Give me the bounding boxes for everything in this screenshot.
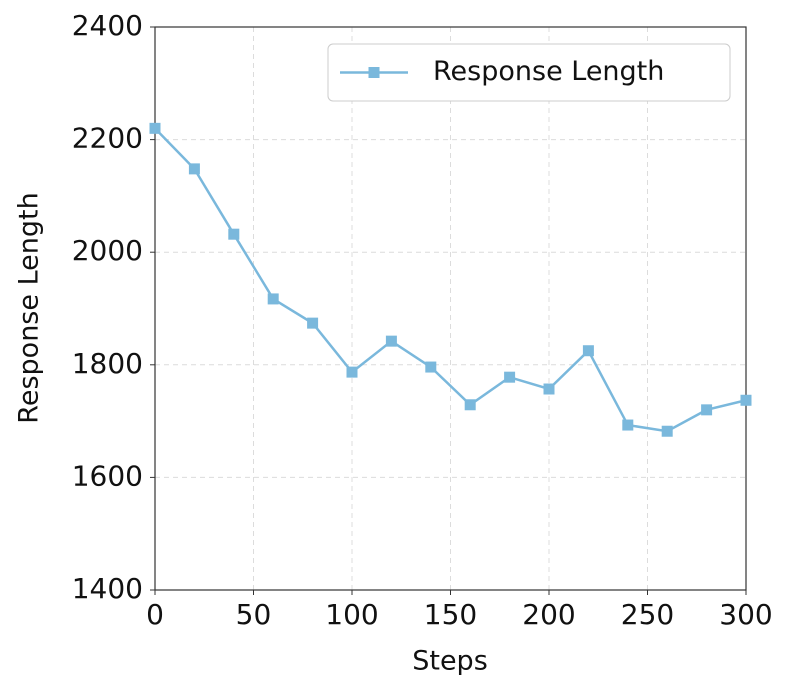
legend: Response Length bbox=[327, 43, 731, 102]
data-point bbox=[661, 425, 673, 437]
y-tick-label: 1400 bbox=[72, 572, 143, 605]
y-tick-label: 1600 bbox=[72, 459, 143, 492]
y-tick-label: 2400 bbox=[72, 9, 143, 42]
y-tick-label: 2000 bbox=[72, 234, 143, 267]
data-point bbox=[464, 399, 476, 411]
data-point bbox=[346, 366, 358, 378]
plot-frame bbox=[154, 26, 747, 591]
y-axis-label: Response Length bbox=[14, 192, 45, 423]
x-axis-label: Steps bbox=[412, 646, 488, 677]
x-tick-label: 150 bbox=[424, 598, 477, 631]
x-tick-label: 0 bbox=[146, 598, 164, 631]
data-point bbox=[228, 228, 240, 240]
legend-box bbox=[327, 43, 731, 102]
data-point bbox=[622, 419, 634, 431]
data-line bbox=[154, 127, 747, 433]
x-tick-label: 100 bbox=[325, 598, 378, 631]
data-point bbox=[740, 394, 752, 406]
data-point bbox=[385, 335, 397, 347]
y-tick-label: 1800 bbox=[72, 347, 143, 380]
x-tick-label: 200 bbox=[522, 598, 575, 631]
data-point bbox=[582, 345, 594, 357]
x-tick-label: 250 bbox=[621, 598, 674, 631]
x-tick-label: 50 bbox=[236, 598, 272, 631]
data-point bbox=[543, 383, 555, 395]
data-point bbox=[504, 371, 516, 383]
y-tick-label: 2200 bbox=[72, 122, 143, 155]
data-point bbox=[149, 122, 161, 134]
legend-marker bbox=[368, 67, 380, 78]
data-point bbox=[307, 317, 319, 329]
data-point bbox=[701, 404, 713, 416]
data-point bbox=[188, 163, 200, 175]
x-tick-label: 300 bbox=[719, 598, 772, 631]
data-point bbox=[425, 361, 437, 373]
legend-label: Response Length bbox=[433, 56, 664, 87]
data-point bbox=[267, 293, 279, 305]
